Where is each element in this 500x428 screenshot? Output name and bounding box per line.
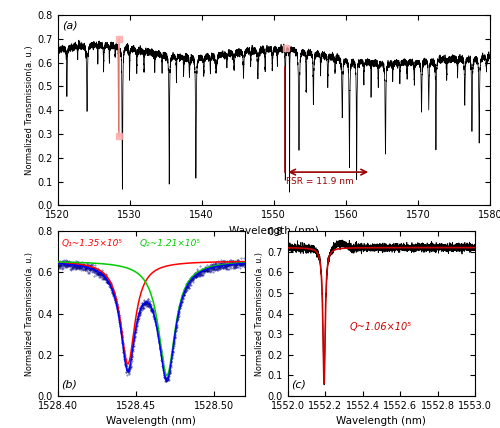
Y-axis label: Normalized Transmission(a. u.): Normalized Transmission(a. u.) bbox=[256, 252, 264, 375]
Text: (c): (c) bbox=[291, 379, 306, 389]
X-axis label: Wavelength (nm): Wavelength (nm) bbox=[229, 226, 318, 236]
Text: Q₂~1.21×10⁵: Q₂~1.21×10⁵ bbox=[140, 239, 201, 248]
X-axis label: Wavelength (nm): Wavelength (nm) bbox=[336, 416, 426, 426]
Text: (a): (a) bbox=[62, 21, 78, 31]
Text: (b): (b) bbox=[61, 379, 77, 389]
Text: Q~1.06×10⁵: Q~1.06×10⁵ bbox=[350, 322, 412, 332]
Text: Q₁~1.35×10⁵: Q₁~1.35×10⁵ bbox=[61, 239, 122, 248]
Text: FSR = 11.9 nm: FSR = 11.9 nm bbox=[286, 177, 354, 186]
Y-axis label: Normalized Transmission(a. u.): Normalized Transmission(a. u.) bbox=[26, 45, 35, 175]
X-axis label: Wavelength (nm): Wavelength (nm) bbox=[106, 416, 196, 426]
Y-axis label: Normalized Transmission(a. u.): Normalized Transmission(a. u.) bbox=[26, 252, 35, 375]
